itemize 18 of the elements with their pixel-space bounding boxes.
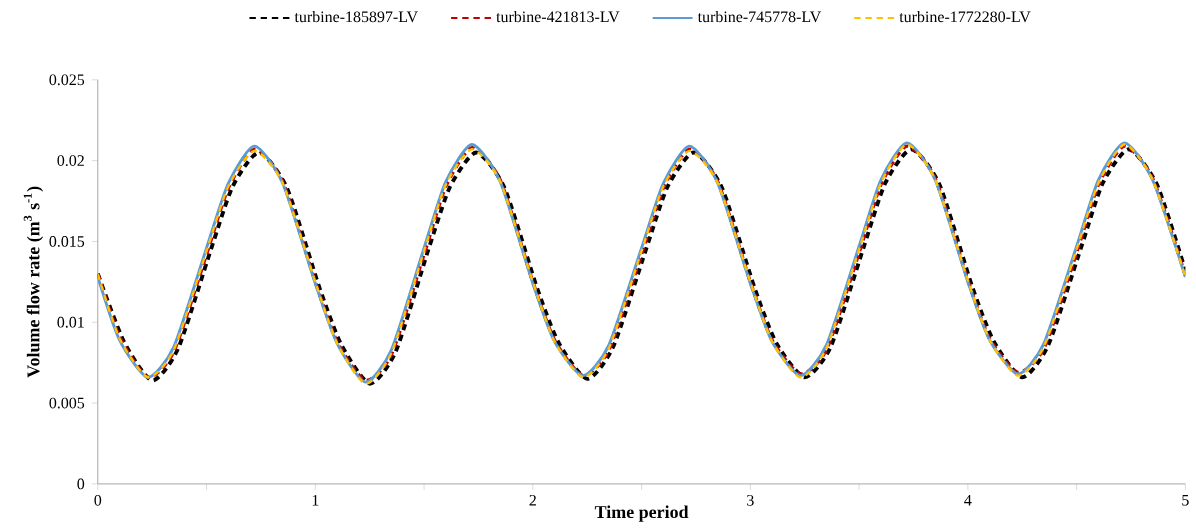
legend-label: turbine-1772280-LV [899,11,1031,23]
y-tick-label: 0.02 [57,155,84,167]
legend-label: turbine-421813-LV [496,11,620,23]
y-tick-label: 0.01 [57,316,84,328]
x-tick-label: 5 [1182,495,1189,506]
x-tick-label: 2 [529,495,536,506]
y-tick-label: 0.025 [49,74,85,86]
y-tick-label: 0 [77,478,85,490]
y-tick-label: 0.005 [49,397,85,409]
x-axis-title: Time period [594,505,689,522]
x-tick-label: 1 [312,495,319,506]
text: Volume flow rate (m$^{3}$ s$^{-1}$) [23,186,44,378]
legend-label: turbine-745778-LV [697,11,822,23]
y-tick-label: 0.015 [49,236,85,247]
legend-label: turbine-185897-LV [294,11,418,23]
x-tick-label: 4 [964,495,972,506]
x-tick-label: 0 [94,495,102,506]
x-tick-label: 3 [747,495,754,506]
